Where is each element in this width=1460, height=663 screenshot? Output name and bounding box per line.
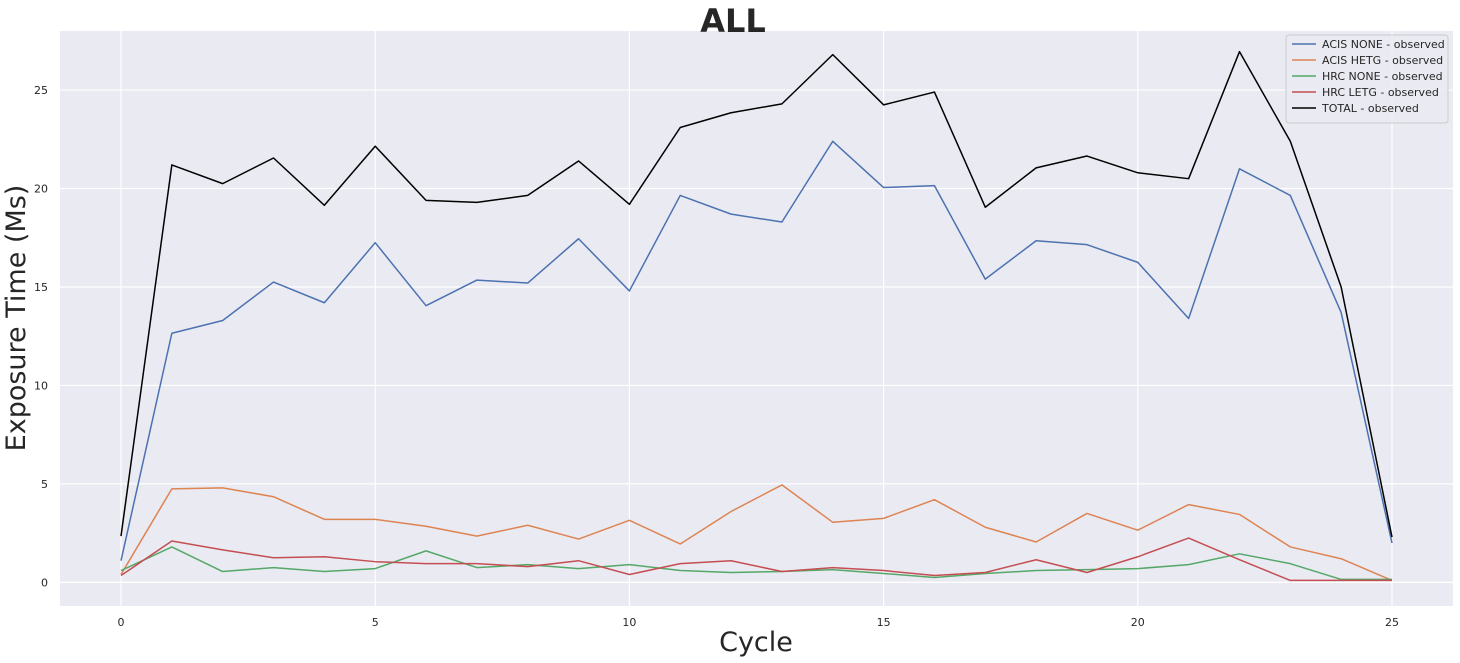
y-tick-label: 15: [34, 281, 48, 294]
plot-background: [60, 31, 1453, 606]
series-line-acis-none-observed: [120, 140, 1393, 561]
x-tick-label: 0: [118, 616, 125, 629]
y-tick-label: 10: [34, 379, 48, 392]
y-axis-title: Exposure Time (Ms): [1, 185, 32, 452]
series-line-total-observed: [120, 50, 1393, 538]
grid-layer: [60, 31, 1453, 606]
y-tick-label: 25: [34, 84, 48, 97]
legend-entry: ACIS NONE - observed: [1322, 38, 1445, 51]
chart-title: ALL: [700, 2, 766, 40]
legend-entry: HRC LETG - observed: [1322, 86, 1439, 99]
legend-entry: ACIS HETG - observed: [1322, 54, 1443, 67]
x-tick-label: 20: [1131, 616, 1145, 629]
x-tick-label: 10: [622, 616, 636, 629]
series-layer: [120, 50, 1393, 582]
legend-frame: [1285, 34, 1449, 124]
y-tick-label: 20: [34, 183, 48, 196]
series-line-hrc-none-observed: [120, 546, 1392, 581]
x-tick-label: 5: [372, 616, 379, 629]
series-line-acis-hetg-observed: [120, 484, 1393, 582]
ticks-layer: 0 5 10 15 20 25 0 5 10 15 20 25: [34, 84, 1399, 629]
y-tick-label: 0: [41, 576, 48, 589]
series-line-hrc-letg-observed: [120, 537, 1392, 582]
x-axis-title: Cycle: [719, 627, 793, 658]
x-tick-label: 25: [1385, 616, 1399, 629]
legend: ACIS NONE - observed ACIS HETG - observed…: [1285, 34, 1449, 124]
legend-entry: HRC NONE - observed: [1322, 70, 1443, 83]
y-tick-label: 5: [41, 478, 48, 491]
legend-entry: TOTAL - observed: [1321, 102, 1419, 115]
x-tick-label: 15: [877, 616, 891, 629]
